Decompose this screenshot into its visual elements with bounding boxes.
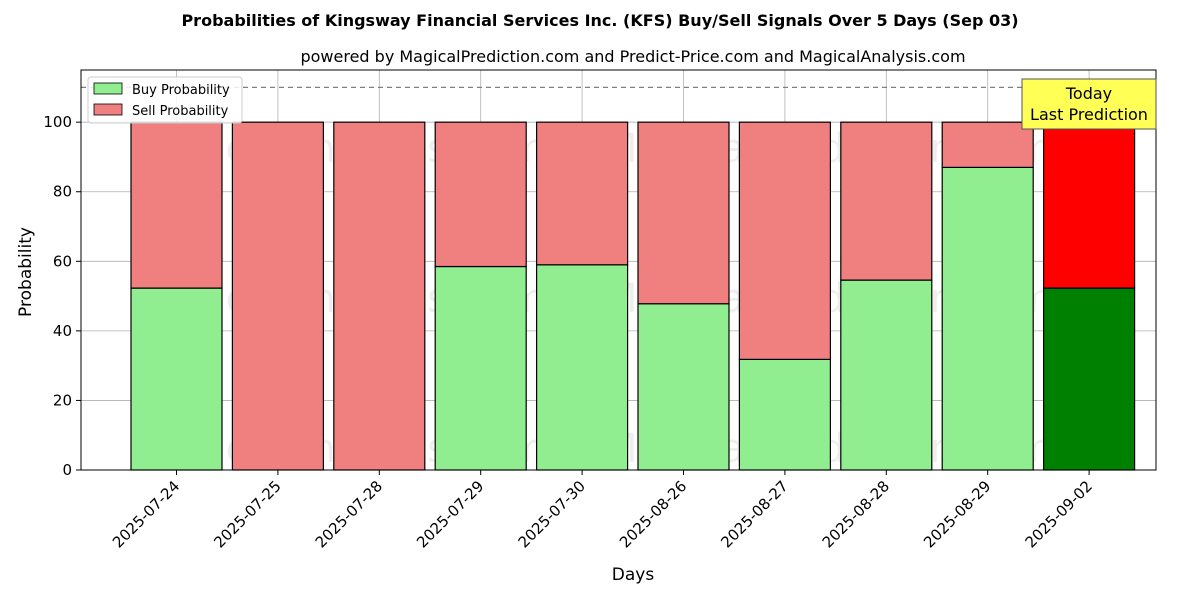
legend-swatch-sell xyxy=(93,103,123,116)
x-tick-label: 2025-07-24 xyxy=(109,477,183,551)
y-tick-label: 80 xyxy=(53,183,72,201)
bar-buy-2025-07-24 xyxy=(130,287,223,471)
bar-buy-2025-08-28 xyxy=(840,279,933,471)
y-tick-label: 20 xyxy=(53,391,72,409)
bar-buy-2025-08-26 xyxy=(637,303,730,471)
today-annotation: Today Last Prediction xyxy=(1021,78,1157,130)
legend: Buy Probability Sell Probability xyxy=(87,76,243,124)
bar-buy-2025-07-29 xyxy=(434,265,527,471)
bar-buy-2025-09-02 xyxy=(1042,287,1136,471)
x-tick-label: 2025-08-28 xyxy=(819,477,893,551)
bar-buy-2025-08-27 xyxy=(738,358,832,471)
legend-box xyxy=(87,76,243,124)
x-axis-label: Days xyxy=(612,565,655,585)
x-tick-label: 2025-08-26 xyxy=(616,477,690,551)
x-tick-label: 2025-08-29 xyxy=(920,477,994,551)
bar-sell-2025-08-27 xyxy=(738,121,832,360)
x-tick-label: 2025-07-30 xyxy=(515,477,589,551)
x-tick-label: 2025-07-28 xyxy=(312,477,386,551)
y-tick-label: 100 xyxy=(43,113,72,131)
bar-sell-2025-07-30 xyxy=(535,121,629,266)
bar-sell-2025-07-25 xyxy=(231,121,324,471)
legend-label-sell: Sell Probability xyxy=(132,104,229,119)
bar-sell-2025-08-26 xyxy=(637,121,730,305)
x-axis: 2025-07-24 2025-07-25 2025-07-28 2025-07-29… xyxy=(109,470,1096,551)
y-axis: 0 20 40 60 80 100 xyxy=(43,113,81,479)
bar-sell-2025-08-29 xyxy=(941,121,1034,168)
x-tick-label: 2025-09-02 xyxy=(1022,477,1096,551)
annotation-line-1: Today xyxy=(1065,84,1112,103)
y-tick-label: 40 xyxy=(53,322,72,340)
chart-title: Probabilities of Kingsway Financial Serv… xyxy=(181,11,1018,30)
plot-frame xyxy=(80,69,1157,471)
bar-sell-2025-07-29 xyxy=(434,121,527,268)
y-tick-label: 60 xyxy=(53,252,72,270)
x-tick-label: 2025-08-27 xyxy=(717,477,791,551)
y-tick-label: 0 xyxy=(62,461,72,479)
annotation-box xyxy=(1021,78,1157,130)
bar-sell-2025-08-28 xyxy=(840,121,933,281)
bars xyxy=(130,121,1136,471)
bar-sell-2025-07-28 xyxy=(333,121,426,471)
x-tick-label: 2025-07-25 xyxy=(210,477,284,551)
bar-buy-2025-07-30 xyxy=(535,264,629,471)
x-tick-label: 2025-07-29 xyxy=(413,477,487,551)
bar-sell-2025-07-24 xyxy=(130,121,223,289)
annotation-line-2: Last Prediction xyxy=(1030,105,1148,124)
bar-sell-2025-09-02 xyxy=(1042,121,1136,289)
legend-label-buy: Buy Probability xyxy=(132,83,230,98)
chart-subtitle: powered by MagicalPrediction.com and Pre… xyxy=(300,47,965,66)
bar-buy-2025-08-29 xyxy=(941,166,1034,471)
legend-swatch-buy xyxy=(93,82,123,95)
y-axis-label: Probability xyxy=(16,227,36,317)
